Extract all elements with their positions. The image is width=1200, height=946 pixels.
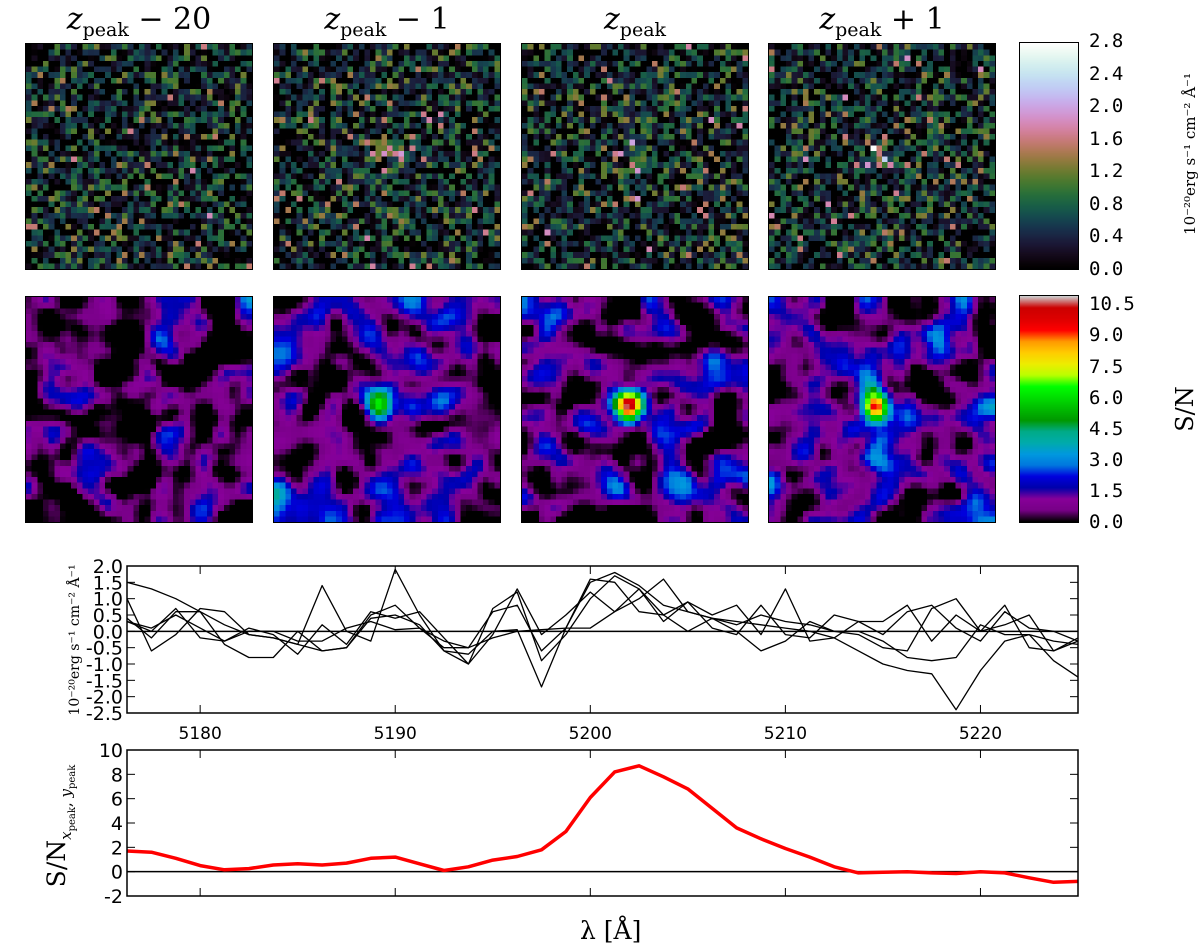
- plot-frame: [126, 565, 1079, 714]
- y-tick-label: 4: [111, 813, 123, 835]
- flux-map-2: [521, 43, 749, 270]
- x-tick-label: 5220: [959, 724, 1002, 744]
- y-tick-label: -1.5: [86, 670, 123, 692]
- colorbar-tick-label: 4.5: [1089, 417, 1124, 440]
- y-tick-label: -1.0: [86, 654, 123, 676]
- sn-ylabel-y: y: [57, 789, 75, 798]
- colorbar-tick-label: 0.8: [1089, 192, 1124, 215]
- colorbar-tick-label: 9.0: [1089, 324, 1124, 347]
- y-tick-label: 10: [99, 740, 123, 762]
- y-tick-label: -0.5: [86, 638, 123, 660]
- sn-ylabel-x: x: [57, 831, 75, 840]
- colorbar-tick-label: 2.4: [1089, 62, 1124, 85]
- x-tick-label: 5180: [179, 724, 222, 744]
- y-tick-label: 8: [111, 764, 123, 786]
- colorbar-tick-label: 1.2: [1089, 160, 1124, 183]
- series-line-0: [126, 571, 1079, 711]
- colorbar-tick-label: 6.0: [1089, 386, 1124, 409]
- colorbar-tick-label: 1.5: [1089, 479, 1124, 502]
- y-tick-label: 0: [111, 862, 123, 884]
- flux-map-3: [768, 43, 996, 270]
- colorbar-tick-label: 0.4: [1089, 225, 1124, 248]
- y-tick-label: 1.5: [93, 572, 123, 594]
- series-line-1: [126, 568, 1079, 665]
- sn-ylabel: S/Nxpeak, ypeak: [42, 764, 78, 888]
- y-tick-label: 6: [111, 789, 123, 811]
- sn-map-1: [273, 296, 501, 523]
- x-tick-label: 5190: [374, 724, 417, 744]
- colorbar-tick-label: 0.0: [1089, 511, 1124, 533]
- sn-map-2: [521, 296, 749, 523]
- x-tick-label: 5200: [569, 724, 612, 744]
- series-line-0: [126, 764, 1079, 885]
- flux-map-0: [25, 43, 253, 270]
- series-line-4: [126, 578, 1079, 678]
- y-tick-label: 0.5: [93, 605, 123, 627]
- sn-colorbar: [1019, 295, 1079, 523]
- panel-title-3: zpeak + 1: [819, 2, 945, 41]
- colorbar-tick-label: 1.6: [1089, 127, 1124, 150]
- colorbar-tick-label: 10.5: [1089, 293, 1135, 316]
- panel-title-0: zpeak − 20: [66, 2, 212, 41]
- y-tick-label: 2.0: [93, 556, 123, 578]
- sn-map-0: [25, 296, 253, 523]
- colorbar-tick-label: 0.0: [1089, 258, 1124, 280]
- y-tick-label: 2: [111, 837, 123, 859]
- series-line-3: [126, 588, 1079, 665]
- sn-ylabel-main: S/N: [42, 839, 71, 888]
- x-axis-label: λ [Å]: [580, 916, 642, 945]
- series-line-2: [126, 578, 1079, 659]
- y-tick-label: -2.5: [86, 703, 123, 725]
- spectrum-ylabel: 10⁻²⁰erg s⁻¹ cm⁻² Å⁻¹: [67, 564, 83, 716]
- sn-ylabel-peak: peak: [67, 764, 78, 790]
- flux-colorbar: [1019, 42, 1079, 270]
- y-tick-label: 1.0: [93, 589, 123, 611]
- sn-map-3: [768, 296, 996, 523]
- panel-title-1: zpeak − 1: [324, 2, 450, 41]
- y-tick-label: 0.0: [93, 621, 123, 643]
- y-tick-label: -2: [104, 886, 123, 908]
- colorbar-tick-label: 2.0: [1089, 95, 1124, 118]
- x-tick-label: 5210: [764, 724, 807, 744]
- colorbar-tick-label: 7.5: [1089, 355, 1124, 378]
- colorbar-tick-label: 2.8: [1089, 30, 1124, 52]
- flux-map-1: [273, 43, 501, 270]
- panel-title-2: zpeak: [603, 2, 667, 41]
- colorbar-tick-label: 3.0: [1089, 448, 1124, 471]
- sn-ylabel-peak: peak: [67, 807, 78, 832]
- y-tick-label: -2.0: [86, 687, 123, 709]
